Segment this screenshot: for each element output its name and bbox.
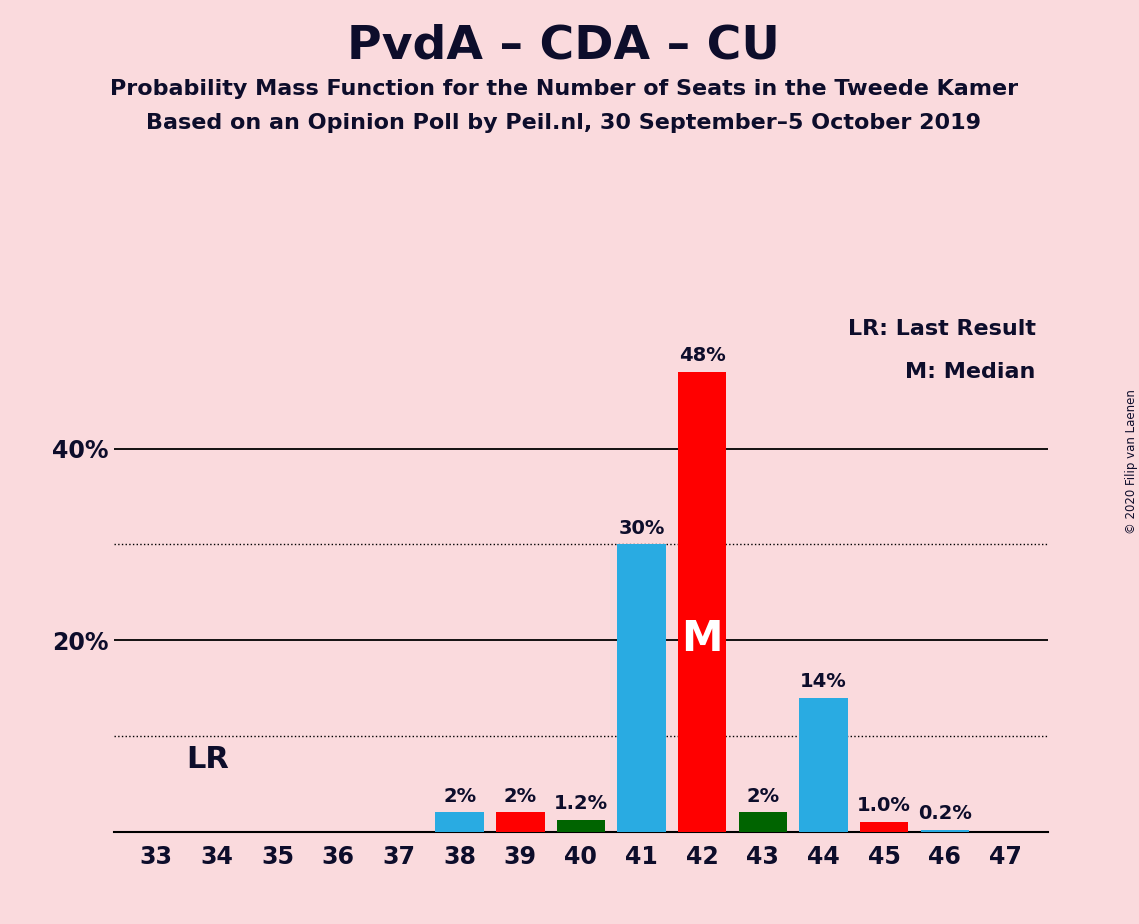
Text: 1.0%: 1.0%	[858, 796, 911, 815]
Text: Probability Mass Function for the Number of Seats in the Tweede Kamer: Probability Mass Function for the Number…	[109, 79, 1018, 99]
Bar	[738, 812, 787, 832]
Bar	[920, 830, 969, 832]
Bar	[557, 821, 605, 832]
Text: © 2020 Filip van Laenen: © 2020 Filip van Laenen	[1124, 390, 1138, 534]
Bar	[678, 372, 727, 832]
Text: 30%: 30%	[618, 518, 665, 538]
Text: PvdA – CDA – CU: PvdA – CDA – CU	[347, 23, 780, 68]
Text: M: M	[681, 617, 723, 660]
Bar	[617, 544, 666, 832]
Text: 1.2%: 1.2%	[554, 795, 608, 813]
Text: M: Median: M: Median	[906, 362, 1035, 383]
Text: LR: LR	[187, 746, 230, 774]
Text: 0.2%: 0.2%	[918, 804, 972, 823]
Text: LR: Last Result: LR: Last Result	[847, 320, 1035, 339]
Text: Based on an Opinion Poll by Peil.nl, 30 September–5 October 2019: Based on an Opinion Poll by Peil.nl, 30 …	[146, 113, 982, 133]
Text: 2%: 2%	[443, 786, 476, 806]
Text: 14%: 14%	[800, 672, 847, 691]
Bar	[435, 812, 484, 832]
Bar	[860, 822, 909, 832]
Text: 2%: 2%	[503, 786, 536, 806]
Text: 48%: 48%	[679, 346, 726, 365]
Bar	[495, 812, 544, 832]
Text: 2%: 2%	[746, 786, 779, 806]
Bar	[800, 698, 847, 832]
